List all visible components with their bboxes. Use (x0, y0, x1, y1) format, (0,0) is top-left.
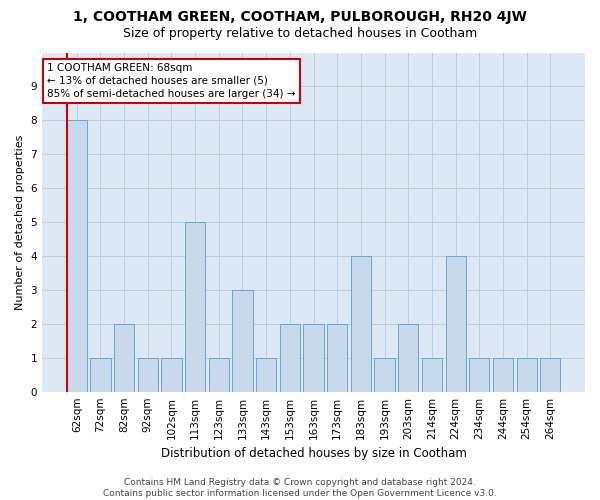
Text: 1, COOTHAM GREEN, COOTHAM, PULBOROUGH, RH20 4JW: 1, COOTHAM GREEN, COOTHAM, PULBOROUGH, R… (73, 10, 527, 24)
Text: Size of property relative to detached houses in Cootham: Size of property relative to detached ho… (123, 28, 477, 40)
Bar (161, 358, 182, 392)
Text: 1 COOTHAM GREEN: 68sqm
← 13% of detached houses are smaller (5)
85% of semi-deta: 1 COOTHAM GREEN: 68sqm ← 13% of detached… (47, 62, 296, 99)
Bar (327, 324, 347, 392)
Bar (209, 358, 229, 392)
Bar (185, 222, 205, 392)
Bar (398, 324, 418, 392)
Text: Contains HM Land Registry data © Crown copyright and database right 2024.
Contai: Contains HM Land Registry data © Crown c… (103, 478, 497, 498)
Bar (517, 358, 536, 392)
Bar (138, 358, 158, 392)
Bar (304, 324, 323, 392)
X-axis label: Distribution of detached houses by size in Cootham: Distribution of detached houses by size … (161, 447, 466, 460)
Bar (540, 358, 560, 392)
Bar (493, 358, 513, 392)
Bar (422, 358, 442, 392)
Bar (91, 358, 110, 392)
Bar (232, 290, 253, 392)
Bar (280, 324, 300, 392)
Bar (67, 120, 87, 392)
Bar (469, 358, 489, 392)
Bar (446, 256, 466, 392)
Bar (374, 358, 395, 392)
Y-axis label: Number of detached properties: Number of detached properties (15, 134, 25, 310)
Bar (256, 358, 276, 392)
Bar (351, 256, 371, 392)
Bar (114, 324, 134, 392)
